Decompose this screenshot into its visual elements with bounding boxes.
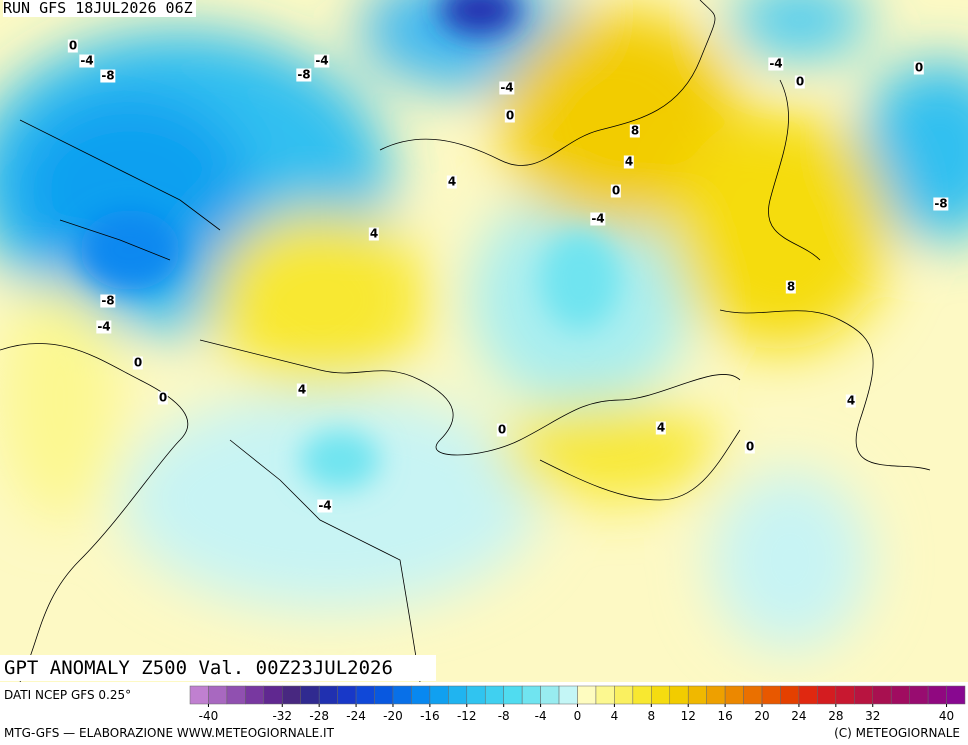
run-label: RUN GFS 18JUL2026 06Z <box>3 0 196 17</box>
contour-label: 4 <box>655 420 667 435</box>
colorbar-box <box>872 685 892 705</box>
colorbar-box <box>484 685 504 705</box>
contour-label: 0 <box>496 422 508 437</box>
contour-label: -8 <box>933 196 949 211</box>
colorbar-box <box>595 685 615 705</box>
colorbar-tick-label: 4 <box>611 709 619 723</box>
colorbar-box <box>429 685 449 705</box>
colorbar-box <box>540 685 560 705</box>
colorbar-box <box>706 685 726 705</box>
colorbar-tick-label: 16 <box>717 709 732 723</box>
contour-label: -4 <box>314 53 330 68</box>
colorbar-box <box>558 685 578 705</box>
contour-label: 4 <box>446 174 458 189</box>
colorbar-box <box>503 685 523 705</box>
colorbar-box <box>521 685 541 705</box>
colorbar-box <box>577 685 597 705</box>
anomaly-map <box>0 0 968 682</box>
colorbar-box <box>687 685 707 705</box>
contour-label: 4 <box>623 154 635 169</box>
contour-label: 0 <box>132 355 144 370</box>
colorbar-tick-label: -4 <box>535 709 547 723</box>
colorbar-box <box>632 685 652 705</box>
colorbar-tick-label: 0 <box>574 709 582 723</box>
colorbar-box <box>374 685 394 705</box>
contour-label: -8 <box>100 293 116 308</box>
contour-label: 8 <box>785 279 797 294</box>
contour-label: -4 <box>96 319 112 334</box>
colorbar-tick-label: -24 <box>346 709 366 723</box>
colorbar-tick-label: -32 <box>272 709 292 723</box>
colorbar-tick-label: 32 <box>865 709 880 723</box>
colorbar-box <box>909 685 929 705</box>
colorbar-box <box>226 685 246 705</box>
colorbar-tick-label: 12 <box>681 709 696 723</box>
contour-label: -4 <box>768 56 784 71</box>
colorbar-box <box>724 685 744 705</box>
contour-label: -4 <box>79 53 95 68</box>
contour-label: -4 <box>499 80 515 95</box>
contour-label: 0 <box>157 390 169 405</box>
colorbar: -40 -32 -28 -24 -20 -16 -12 -8 -4 0 4 8 12 16 20 24 28 32… <box>189 685 966 723</box>
map-title: GPT ANOMALY Z500 Val. 00Z23JUL2026 <box>0 655 436 681</box>
colorbar-box <box>614 685 634 705</box>
colorbar-box <box>466 685 486 705</box>
contour-label: 4 <box>296 382 308 397</box>
contour-label: -4 <box>317 498 333 513</box>
colorbar-box <box>392 685 412 705</box>
colorbar-box <box>835 685 855 705</box>
colorbar-box <box>761 685 781 705</box>
colorbar-tick-label: -28 <box>309 709 329 723</box>
colorbar-tick-label: -8 <box>498 709 510 723</box>
colorbar-box <box>208 685 228 705</box>
contour-label: 0 <box>67 38 79 53</box>
colorbar-tick-label: -12 <box>457 709 477 723</box>
colorbar-box <box>890 685 910 705</box>
colorbar-tick-label: -16 <box>420 709 440 723</box>
colorbar-box <box>245 685 265 705</box>
colorbar-box <box>798 685 818 705</box>
colorbar-tick-label: -40 <box>199 709 219 723</box>
footer-credit: MTG-GFS — ELABORAZIONE WWW.METEOGIORNALE… <box>4 726 334 740</box>
contour-label: 0 <box>610 183 622 198</box>
contour-label: 0 <box>913 60 925 75</box>
colorbar-box <box>300 685 320 705</box>
contour-label: 0 <box>744 439 756 454</box>
colorbar-tick-label: 40 <box>939 709 954 723</box>
colorbar-tick-label: 28 <box>828 709 843 723</box>
contour-label: 4 <box>368 226 380 241</box>
contour-label: 0 <box>504 108 516 123</box>
colorbar-box <box>927 685 947 705</box>
colorbar-tick-label: -20 <box>383 709 403 723</box>
colorbar-tick-label: 8 <box>647 709 655 723</box>
colorbar-box <box>817 685 837 705</box>
footer-copyright: (C) METEOGIORNALE <box>834 726 960 740</box>
contour-label: 0 <box>794 74 806 89</box>
colorbar-box <box>448 685 468 705</box>
colorbar-box <box>189 685 209 705</box>
colorbar-box <box>780 685 800 705</box>
colorbar-box <box>318 685 338 705</box>
colorbar-box <box>355 685 375 705</box>
colorbar-box <box>411 685 431 705</box>
data-source: DATI NCEP GFS 0.25° <box>4 688 132 702</box>
colorbar-box <box>743 685 763 705</box>
colorbar-box <box>337 685 357 705</box>
contour-label: 4 <box>845 393 857 408</box>
colorbar-box <box>669 685 689 705</box>
colorbar-box <box>263 685 283 705</box>
contour-label: 8 <box>629 123 641 138</box>
colorbar-box <box>651 685 671 705</box>
contour-label: -4 <box>590 211 606 226</box>
contour-label: -8 <box>100 68 116 83</box>
colorbar-box <box>854 685 873 705</box>
colorbar-tick-label: 20 <box>754 709 769 723</box>
colorbar-box <box>282 685 301 705</box>
colorbar-box <box>946 685 966 705</box>
contour-label: -8 <box>296 67 312 82</box>
colorbar-tick-label: 24 <box>791 709 806 723</box>
